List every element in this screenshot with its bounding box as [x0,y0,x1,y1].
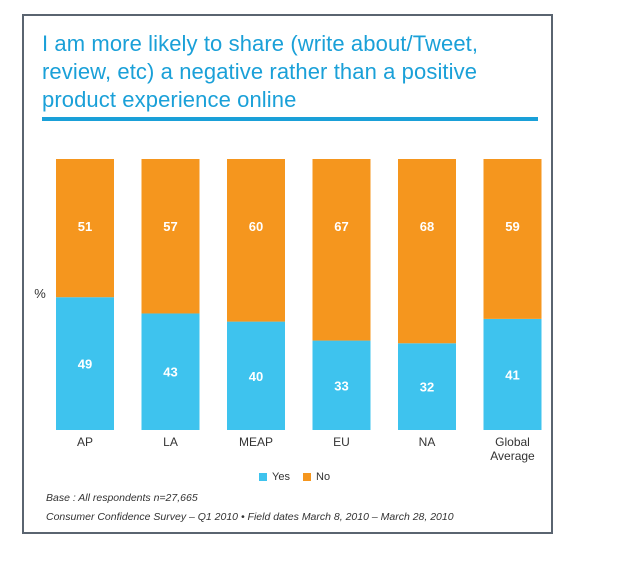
bar-no-4 [398,159,456,344]
legend-item-yes: Yes [259,471,290,483]
footnote-survey: Consumer Confidence Survey – Q1 2010 • F… [46,511,454,523]
data-label-no-5: 59 [505,219,519,234]
bar-no-0 [56,159,114,298]
data-label-yes-1: 43 [163,365,177,380]
bar-yes-2 [227,321,285,430]
data-label-no-1: 57 [163,219,177,234]
chart-title: I am more likely to share (write about/T… [42,31,479,112]
bar-yes-5 [483,318,542,430]
legend-item-no: No [303,471,330,483]
title-underline [42,117,538,121]
data-label-yes-0: 49 [78,357,92,372]
bar-no-3 [312,159,371,341]
data-label-yes-2: 40 [249,369,263,384]
legend-label-yes: Yes [272,471,290,483]
category-label-2: MEAP [239,435,273,449]
category-label-1: LA [163,435,178,449]
bar-yes-0 [56,297,114,430]
bar-no-1 [141,159,200,314]
category-label-3: EU [333,435,350,449]
chart-legend: Yes No [0,471,640,485]
legend-swatch-no [303,473,311,481]
bar-no-2 [227,159,285,322]
bar-yes-4 [398,343,456,430]
legend-label-no: No [316,471,331,483]
bar-yes-3 [312,340,371,430]
footnote-base: Base : All respondents n=27,665 [46,492,198,504]
y-axis-label: % [34,286,46,301]
data-label-no-3: 67 [334,219,348,234]
data-label-no-2: 60 [249,219,263,234]
category-label-0: AP [77,435,93,449]
category-label-5: Global Average [490,435,535,463]
legend-swatch-yes [259,473,267,481]
bar-no-5 [483,159,542,319]
data-label-yes-3: 33 [334,378,348,393]
bar-yes-1 [141,313,200,430]
data-label-yes-4: 32 [420,380,434,395]
category-label-4: NA [419,435,436,449]
data-label-yes-5: 41 [505,367,519,382]
data-label-no-0: 51 [78,219,92,234]
data-label-no-4: 68 [420,219,434,234]
